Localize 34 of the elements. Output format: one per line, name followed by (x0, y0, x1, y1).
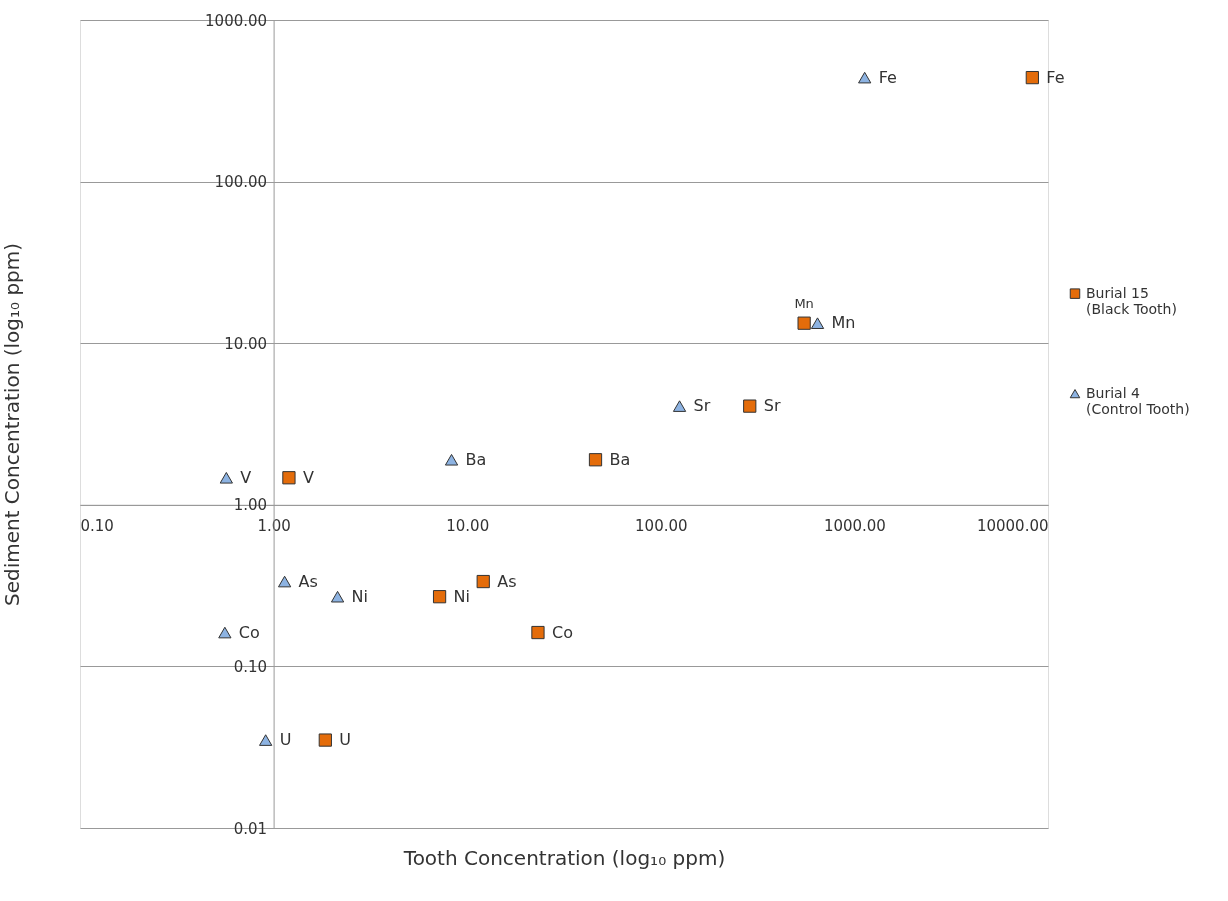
annotation: As (497, 571, 517, 591)
x-tick-label: 10.00 (446, 517, 490, 536)
x-tick-label: 10000.00 (976, 517, 1049, 536)
legend-label: Burial 4 (Control Tooth) (1086, 384, 1190, 417)
annotation: U (279, 730, 292, 750)
y-tick-label: 0.10 (233, 657, 268, 676)
annotation: Co (551, 622, 573, 642)
annotation: Ni (351, 586, 368, 606)
y-tick-label: 1000.00 (205, 11, 268, 30)
annotation: Sr (763, 396, 781, 416)
y-axis-title: Sediment Concentration (log₁₀ ppm) (0, 242, 24, 607)
annotation: Ba (465, 449, 487, 469)
annotation: Ni (453, 586, 470, 606)
y-tick-label: 100.00 (214, 173, 268, 192)
x-axis-title: Tooth Concentration (log₁₀ ppm) (402, 845, 726, 870)
annotation: Ba (609, 449, 631, 469)
annotation: Co (238, 622, 260, 642)
y-tick-label: 10.00 (224, 334, 268, 353)
x-tick-label: 0.10 (80, 517, 114, 536)
y-tick-label: 0.01 (233, 819, 268, 838)
annotation: Sr (693, 396, 711, 416)
annotation: As (298, 571, 318, 591)
annotation: U (339, 730, 352, 750)
x-tick-label: 1000.00 (823, 517, 886, 536)
annotation: Mn (794, 296, 814, 312)
annotation: V (240, 467, 252, 487)
legend-label: Burial 15 (Black Tooth) (1086, 284, 1177, 317)
annotation: V (302, 467, 314, 487)
annotation: Mn (831, 313, 856, 333)
y-tick-label: 1.00 (233, 496, 268, 515)
annotation: Fe (878, 67, 897, 87)
x-tick-label: 100.00 (635, 517, 688, 536)
x-tick-label: 1.00 (257, 517, 291, 536)
annotation: Fe (1046, 67, 1065, 87)
